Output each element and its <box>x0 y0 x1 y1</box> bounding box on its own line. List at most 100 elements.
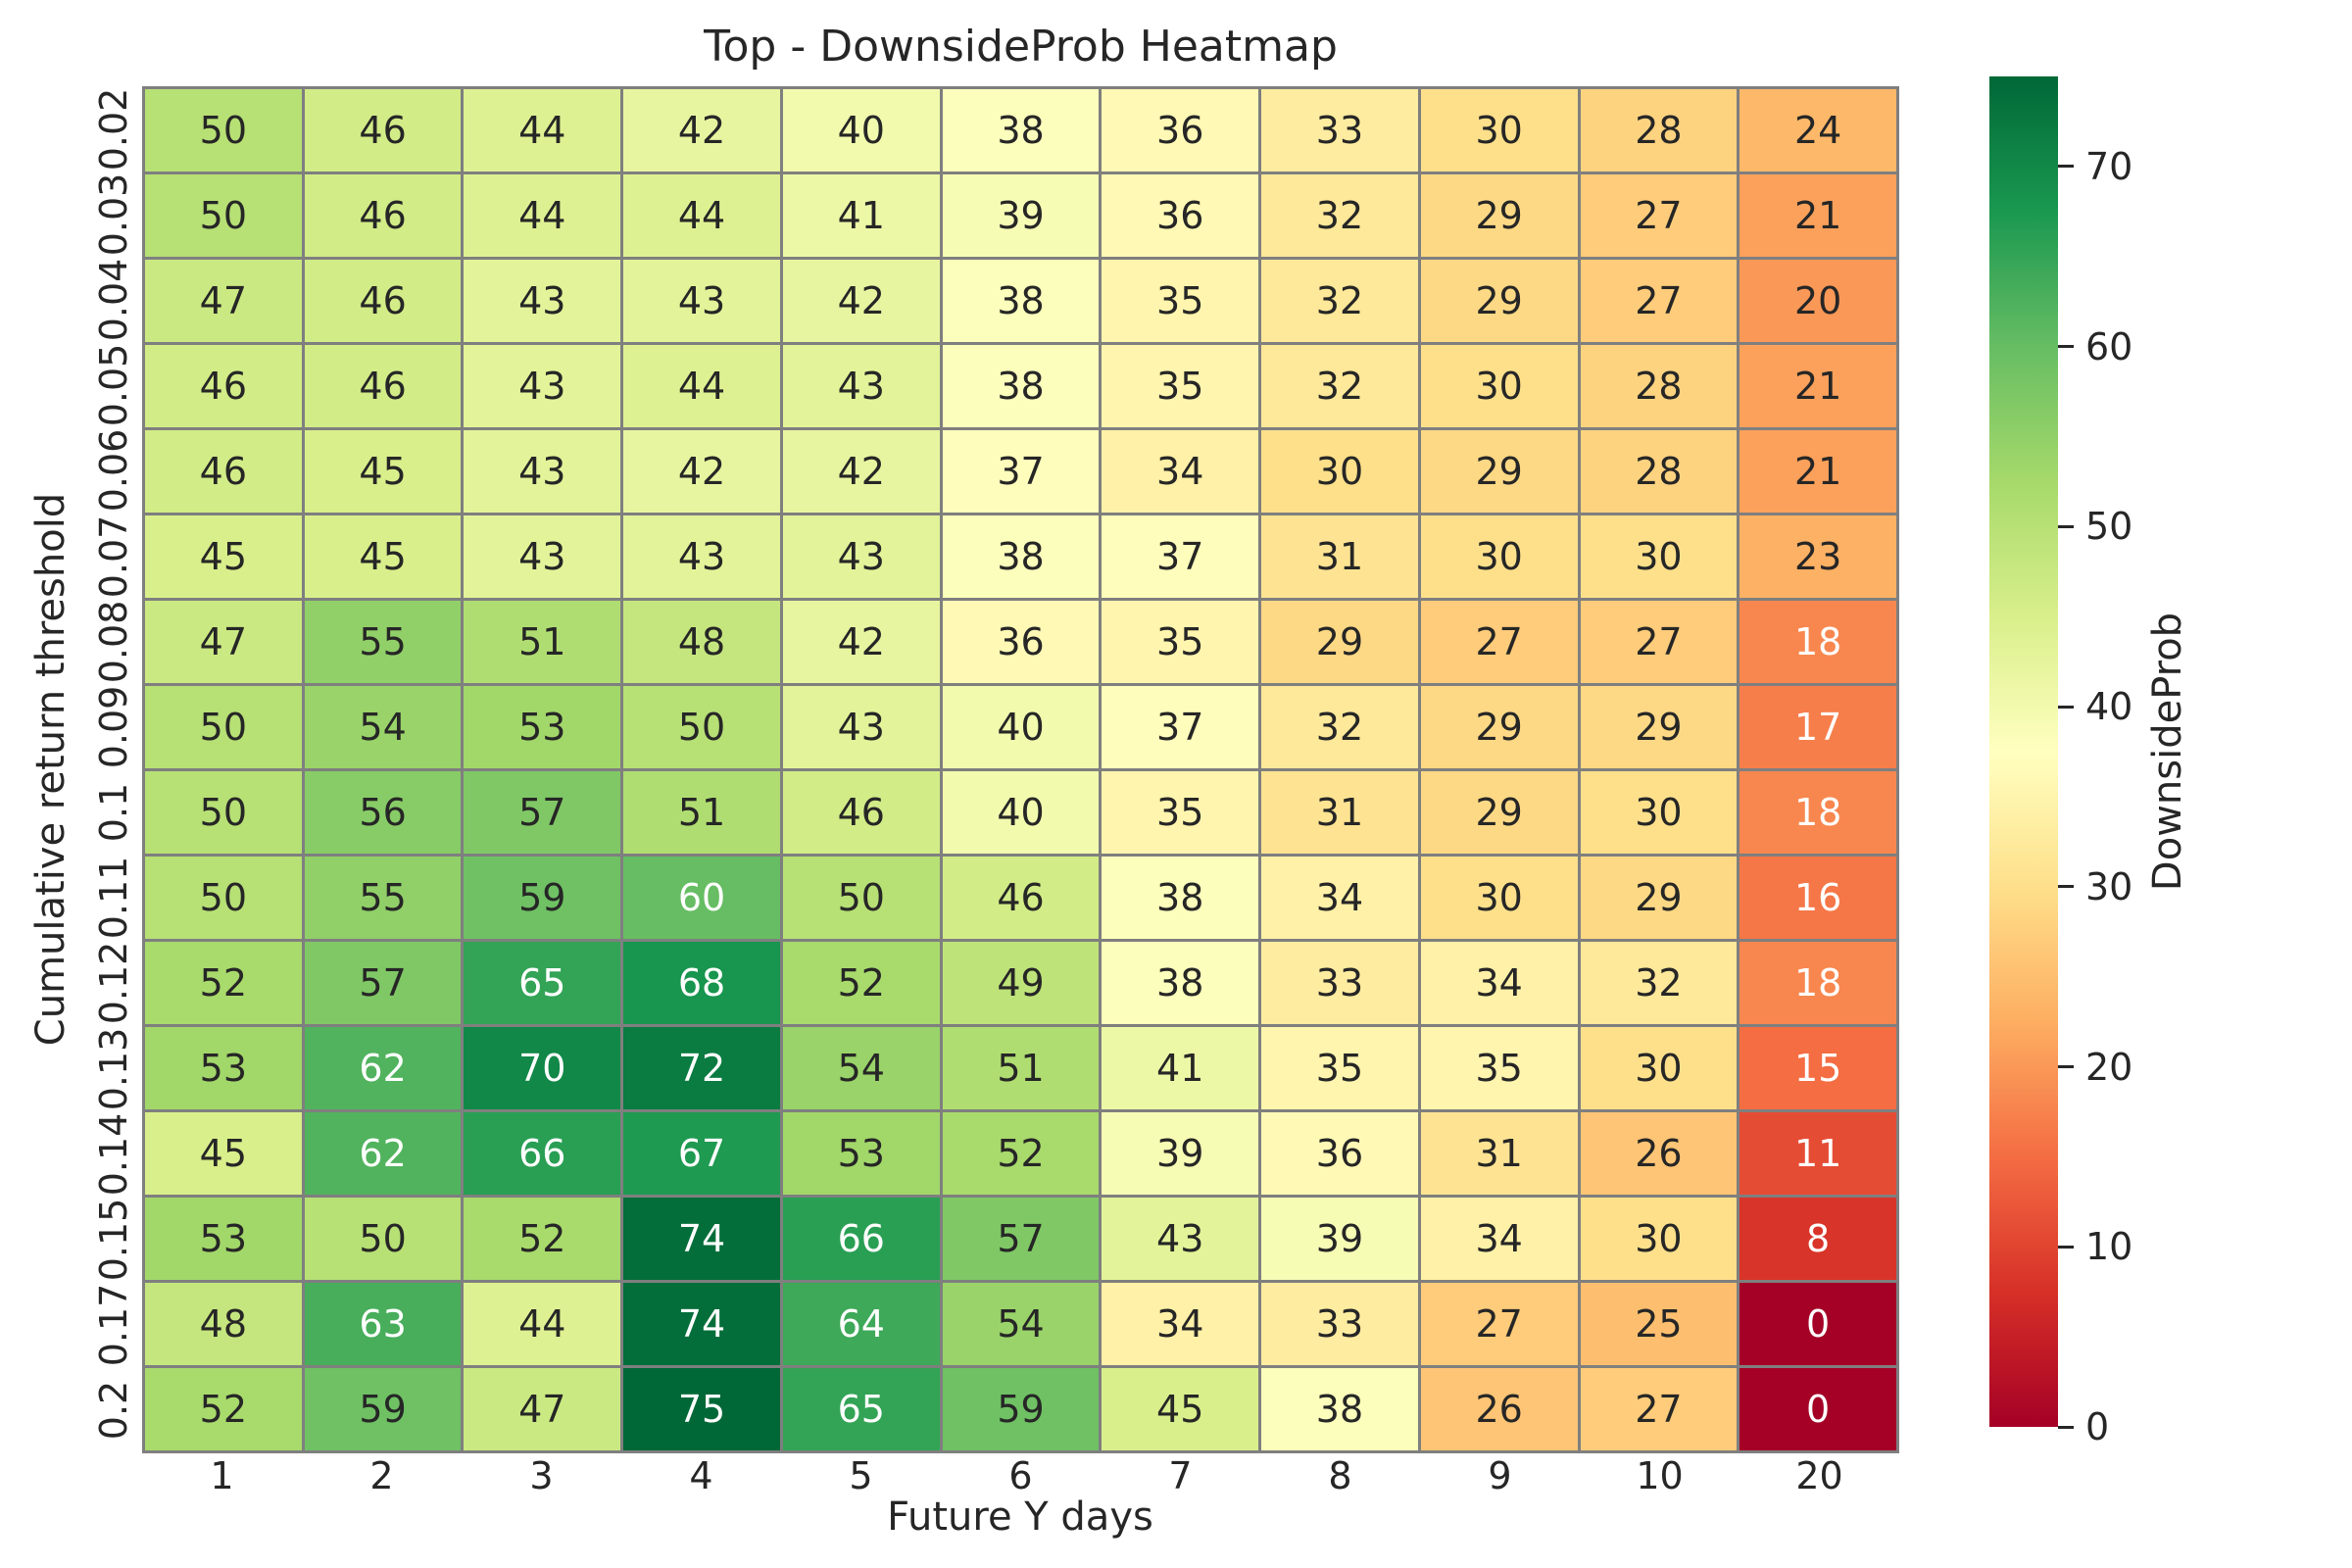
heatmap-cell: 27 <box>1420 601 1578 683</box>
heatmap-cell: 45 <box>304 430 462 513</box>
heatmap-cell: 64 <box>782 1283 940 1365</box>
heatmap-cell: 57 <box>464 771 621 854</box>
heatmap-cell: 30 <box>1580 515 1738 598</box>
heatmap-cell: 43 <box>464 345 621 427</box>
y-tick-label: 0.02 <box>92 87 135 171</box>
heatmap-cell: 23 <box>1740 515 1896 598</box>
heatmap-cell: 44 <box>464 89 621 172</box>
heatmap-cell: 63 <box>304 1283 462 1365</box>
heatmap-cell: 38 <box>1102 857 1259 939</box>
heatmap-cell: 49 <box>942 942 1100 1024</box>
heatmap-cell: 27 <box>1580 601 1738 683</box>
heatmap-cell: 39 <box>942 174 1100 257</box>
y-tick-label: 0.06 <box>92 429 135 513</box>
y-tick-label: 0.05 <box>92 343 135 427</box>
colorbar-tick-label: 20 <box>2085 1045 2133 1089</box>
heatmap-cell: 27 <box>1580 174 1738 257</box>
colorbar-tick-mark <box>2058 345 2074 349</box>
heatmap-cell: 33 <box>1261 89 1418 172</box>
heatmap-cell: 46 <box>304 260 462 342</box>
heatmap-cell: 46 <box>942 857 1100 939</box>
heatmap-cell: 46 <box>304 174 462 257</box>
heatmap-cell: 50 <box>145 686 302 768</box>
heatmap-cell: 44 <box>623 174 780 257</box>
heatmap-cell: 40 <box>942 771 1100 854</box>
heatmap-cell: 8 <box>1740 1198 1896 1280</box>
heatmap-cell: 43 <box>782 515 940 598</box>
heatmap-cell: 60 <box>623 857 780 939</box>
y-tick-label: 0.14 <box>92 1112 135 1197</box>
heatmap-cell: 34 <box>1102 430 1259 513</box>
y-axis-label: Cumulative return threshold <box>28 492 74 1047</box>
heatmap-cell: 35 <box>1102 771 1259 854</box>
heatmap-cell: 38 <box>942 515 1100 598</box>
heatmap-cell: 35 <box>1102 345 1259 427</box>
heatmap-cell: 36 <box>1102 174 1259 257</box>
heatmap-cell: 37 <box>1102 515 1259 598</box>
heatmap-cell: 48 <box>623 601 780 683</box>
heatmap-cell: 31 <box>1261 771 1418 854</box>
heatmap-cell: 42 <box>782 601 940 683</box>
y-tick-label: 0.1 <box>92 782 135 843</box>
heatmap-cell: 38 <box>942 89 1100 172</box>
heatmap-cell: 45 <box>1102 1368 1259 1450</box>
heatmap-cell: 38 <box>942 345 1100 427</box>
heatmap-cell: 43 <box>464 515 621 598</box>
x-tick-label: 2 <box>369 1454 394 1497</box>
heatmap-cell: 74 <box>623 1198 780 1280</box>
colorbar-tick-mark <box>2058 524 2074 528</box>
heatmap-cell: 37 <box>942 430 1100 513</box>
colorbar-tick-mark <box>2058 1245 2074 1249</box>
heatmap-cell: 35 <box>1102 601 1259 683</box>
heatmap-cell: 29 <box>1420 430 1578 513</box>
heatmap-cell: 18 <box>1740 942 1896 1024</box>
x-tick-label: 20 <box>1795 1454 1843 1497</box>
heatmap-cell: 43 <box>623 260 780 342</box>
heatmap-cell: 40 <box>782 89 940 172</box>
heatmap-cell: 50 <box>145 771 302 854</box>
heatmap-cell: 0 <box>1740 1283 1896 1365</box>
heatmap-cell: 55 <box>304 857 462 939</box>
y-tick-label: 0.11 <box>92 856 135 940</box>
heatmap-cell: 39 <box>1261 1198 1418 1280</box>
heatmap-cell: 38 <box>1102 942 1259 1024</box>
heatmap-cell: 51 <box>942 1027 1100 1109</box>
heatmap-cell: 28 <box>1580 89 1738 172</box>
heatmap-cell: 42 <box>623 89 780 172</box>
heatmap-cell: 0 <box>1740 1368 1896 1450</box>
x-tick-label: 10 <box>1636 1454 1684 1497</box>
y-tick-label: 0.07 <box>92 514 135 598</box>
heatmap-cell: 66 <box>464 1112 621 1195</box>
colorbar-tick-mark <box>2058 1425 2074 1429</box>
heatmap-cell: 59 <box>942 1368 1100 1450</box>
heatmap-cell: 42 <box>623 430 780 513</box>
heatmap-cell: 59 <box>304 1368 462 1450</box>
y-tick-label: 0.2 <box>92 1381 135 1441</box>
heatmap-cell: 45 <box>145 515 302 598</box>
heatmap-cell: 52 <box>942 1112 1100 1195</box>
heatmap-cell: 36 <box>1261 1112 1418 1195</box>
heatmap-cell: 29 <box>1420 174 1578 257</box>
heatmap-cell: 46 <box>145 430 302 513</box>
heatmap-cell: 18 <box>1740 771 1896 854</box>
x-tick-label: 6 <box>1008 1454 1033 1497</box>
heatmap-cell: 52 <box>145 942 302 1024</box>
heatmap-cell: 15 <box>1740 1027 1896 1109</box>
heatmap-cell: 30 <box>1420 515 1578 598</box>
heatmap-cell: 46 <box>782 771 940 854</box>
heatmap-cell: 68 <box>623 942 780 1024</box>
colorbar-tick-label: 60 <box>2085 324 2133 368</box>
heatmap-cell: 46 <box>145 345 302 427</box>
heatmap-cell: 43 <box>464 260 621 342</box>
heatmap-cell: 45 <box>145 1112 302 1195</box>
heatmap-cell: 11 <box>1740 1112 1896 1195</box>
heatmap-cell: 29 <box>1420 260 1578 342</box>
heatmap-cell: 52 <box>464 1198 621 1280</box>
heatmap-cell: 34 <box>1102 1283 1259 1365</box>
colorbar-label: DownsideProb <box>2145 612 2190 892</box>
heatmap-cell: 29 <box>1580 857 1738 939</box>
x-tick-label: 4 <box>689 1454 713 1497</box>
heatmap-cell: 51 <box>623 771 780 854</box>
heatmap-cell: 57 <box>942 1198 1100 1280</box>
heatmap-cell: 32 <box>1261 686 1418 768</box>
